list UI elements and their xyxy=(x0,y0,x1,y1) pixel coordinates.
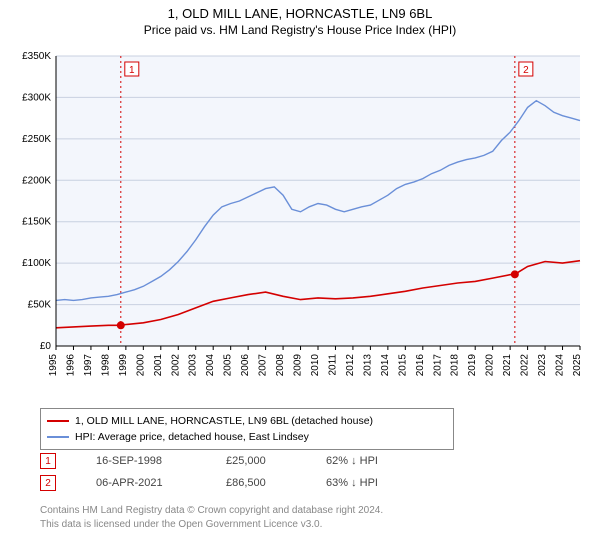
svg-text:2022: 2022 xyxy=(520,354,531,377)
svg-text:2012: 2012 xyxy=(345,354,356,377)
svg-text:2025: 2025 xyxy=(572,354,583,377)
svg-text:£200K: £200K xyxy=(22,175,51,186)
svg-text:2009: 2009 xyxy=(293,354,304,377)
svg-text:2018: 2018 xyxy=(450,354,461,377)
svg-text:2016: 2016 xyxy=(415,354,426,377)
svg-text:2019: 2019 xyxy=(467,354,478,377)
transaction-date: 06-APR-2021 xyxy=(96,477,186,489)
transaction-marker: 1 xyxy=(40,453,56,469)
svg-text:£250K: £250K xyxy=(22,134,51,145)
transaction-price: £86,500 xyxy=(226,477,286,489)
svg-text:1997: 1997 xyxy=(83,354,94,377)
svg-text:2005: 2005 xyxy=(223,354,234,377)
svg-text:1: 1 xyxy=(129,65,135,76)
svg-text:2021: 2021 xyxy=(502,354,513,377)
svg-text:2013: 2013 xyxy=(362,354,373,377)
footer-line-2: This data is licensed under the Open Gov… xyxy=(40,518,383,532)
page-subtitle: Price paid vs. HM Land Registry's House … xyxy=(0,23,600,37)
svg-text:£50K: £50K xyxy=(28,300,52,311)
chart-svg: £0 £50K £100K £150K £200K £250K £300K £350K 1995… xyxy=(10,48,590,398)
transaction-row: 2 06-APR-2021 £86,500 63% ↓ HPI xyxy=(40,472,406,494)
svg-text:£150K: £150K xyxy=(22,217,51,228)
svg-text:1998: 1998 xyxy=(100,354,111,377)
svg-text:2014: 2014 xyxy=(380,354,391,377)
svg-text:£0: £0 xyxy=(40,341,52,352)
svg-text:2008: 2008 xyxy=(275,354,286,377)
svg-text:2002: 2002 xyxy=(170,354,181,377)
svg-text:2003: 2003 xyxy=(188,354,199,377)
svg-text:2024: 2024 xyxy=(555,354,566,377)
legend-swatch xyxy=(47,420,69,422)
footer-line-1: Contains HM Land Registry data © Crown c… xyxy=(40,504,383,518)
svg-text:£300K: £300K xyxy=(22,92,51,103)
svg-text:2017: 2017 xyxy=(432,354,443,377)
svg-text:2004: 2004 xyxy=(205,354,216,377)
svg-text:1995: 1995 xyxy=(48,354,59,377)
legend-swatch xyxy=(47,436,69,438)
legend-label: HPI: Average price, detached house, East… xyxy=(75,429,309,445)
legend-label: 1, OLD MILL LANE, HORNCASTLE, LN9 6BL (d… xyxy=(75,413,373,429)
transactions-table: 1 16-SEP-1998 £25,000 62% ↓ HPI 2 06-APR-2021… xyxy=(40,450,406,494)
transaction-marker: 2 xyxy=(40,475,56,491)
svg-text:2010: 2010 xyxy=(310,354,321,377)
legend-item: 1, OLD MILL LANE, HORNCASTLE, LN9 6BL (d… xyxy=(47,413,447,429)
transaction-date: 16-SEP-1998 xyxy=(96,455,186,467)
svg-text:2007: 2007 xyxy=(258,354,269,377)
legend-item: HPI: Average price, detached house, East… xyxy=(47,429,447,445)
page-title: 1, OLD MILL LANE, HORNCASTLE, LN9 6BL xyxy=(0,6,600,21)
title-block: 1, OLD MILL LANE, HORNCASTLE, LN9 6BL Pr… xyxy=(0,0,600,37)
transaction-delta: 62% ↓ HPI xyxy=(326,455,406,467)
transaction-delta: 63% ↓ HPI xyxy=(326,477,406,489)
svg-text:2015: 2015 xyxy=(397,354,408,377)
transaction-row: 1 16-SEP-1998 £25,000 62% ↓ HPI xyxy=(40,450,406,472)
svg-text:2006: 2006 xyxy=(240,354,251,377)
svg-text:2020: 2020 xyxy=(485,354,496,377)
price-chart: £0 £50K £100K £150K £200K £250K £300K £350K 1995… xyxy=(10,48,590,398)
svg-text:2000: 2000 xyxy=(135,354,146,377)
svg-text:2023: 2023 xyxy=(537,354,548,377)
svg-text:2011: 2011 xyxy=(327,354,338,376)
svg-text:2: 2 xyxy=(523,65,529,76)
legend: 1, OLD MILL LANE, HORNCASTLE, LN9 6BL (d… xyxy=(40,408,454,450)
transaction-price: £25,000 xyxy=(226,455,286,467)
svg-text:2001: 2001 xyxy=(153,354,164,377)
footer-attribution: Contains HM Land Registry data © Crown c… xyxy=(40,504,383,532)
svg-text:£350K: £350K xyxy=(22,51,51,62)
svg-text:1996: 1996 xyxy=(65,354,76,377)
svg-text:1999: 1999 xyxy=(118,354,129,377)
svg-text:£100K: £100K xyxy=(22,258,51,269)
